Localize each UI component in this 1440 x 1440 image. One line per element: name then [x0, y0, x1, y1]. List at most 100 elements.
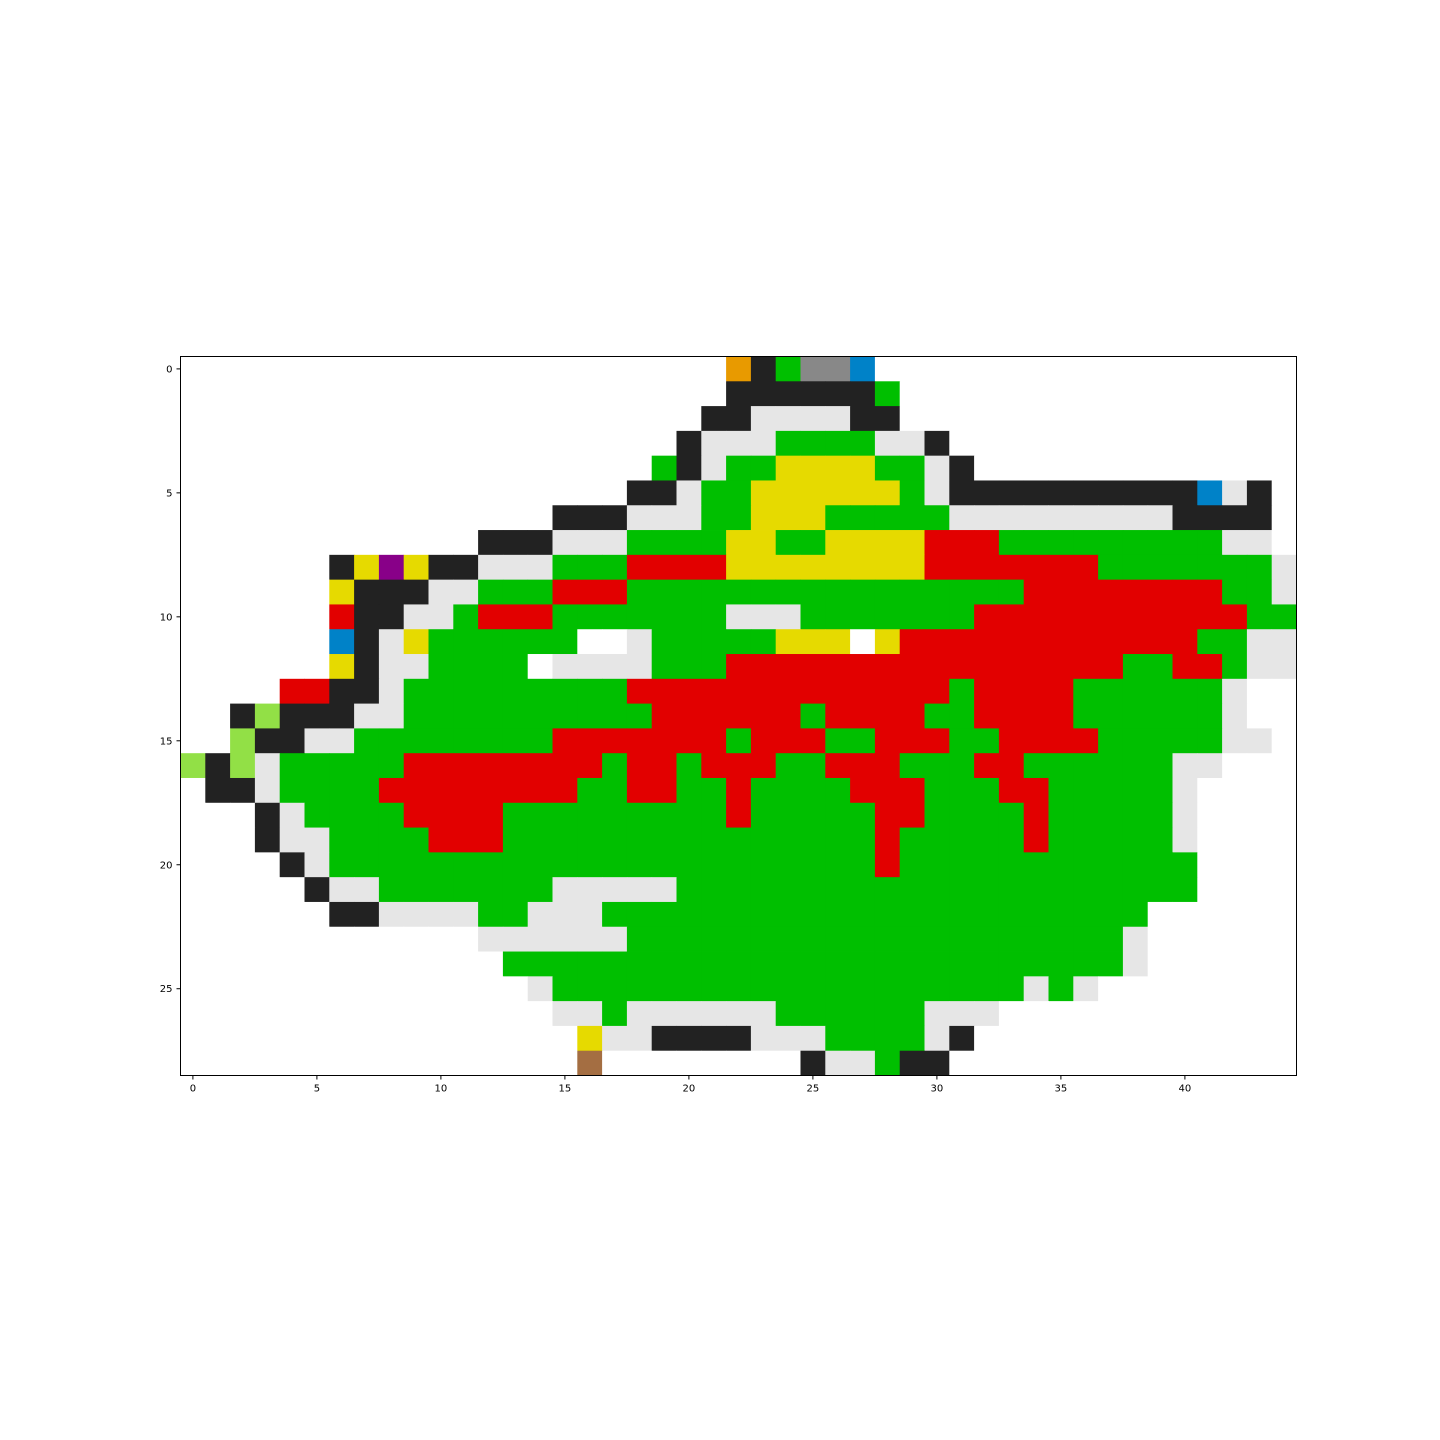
- cell-r22-c7: [354, 901, 380, 928]
- cell-r11-c38: [1122, 629, 1149, 655]
- cell-r23-c17: [602, 926, 628, 952]
- cell-r21-c26: [825, 877, 851, 903]
- cell-r8-c21: [701, 554, 727, 581]
- cell-r27-c2: [230, 1025, 256, 1052]
- cell-r13-c16: [577, 678, 603, 704]
- cell-r1-c2: [230, 381, 256, 407]
- cell-r25-c27: [850, 976, 876, 1002]
- cell-r16-c5: [304, 753, 330, 779]
- cell-r2-c17: [602, 406, 628, 432]
- cell-r1-c9: [403, 381, 429, 407]
- cell-r24-c19: [651, 951, 677, 977]
- y-axis: 0 5 10 15 20 25: [160, 364, 181, 995]
- cell-r17-c10: [428, 777, 454, 804]
- cell-r4-c30: [924, 455, 950, 481]
- cell-r27-c5: [304, 1025, 330, 1052]
- cell-r13-c37: [1098, 678, 1124, 704]
- cell-r22-c14: [527, 901, 553, 928]
- cell-r20-c20: [676, 852, 702, 878]
- cell-r0-c21: [701, 356, 727, 382]
- cell-r8-c32: [974, 554, 1000, 581]
- cell-r22-c21: [701, 901, 727, 928]
- cell-r1-c30: [924, 381, 950, 407]
- cell-r14-c30: [924, 703, 950, 729]
- cell-r11-c23: [750, 629, 777, 655]
- cell-r3-c3: [254, 430, 281, 457]
- cell-r26-c9: [403, 1001, 429, 1027]
- cell-r10-c31: [949, 604, 975, 630]
- cell-r9-c15: [552, 579, 578, 605]
- cell-r24-c33: [998, 951, 1025, 977]
- cell-r2-c19: [651, 406, 677, 432]
- cell-r1-c14: [527, 381, 553, 407]
- cell-r4-c8: [378, 455, 405, 481]
- cell-r2-c36: [1073, 406, 1099, 432]
- cell-r20-c38: [1122, 852, 1149, 878]
- cell-r8-c37: [1098, 554, 1124, 581]
- cell-r5-c44: [1271, 480, 1297, 506]
- cell-r20-c29: [899, 852, 925, 878]
- cell-r6-c42: [1222, 505, 1248, 531]
- cell-r28-c39: [1147, 1050, 1173, 1076]
- cell-r25-c42: [1222, 976, 1248, 1002]
- cell-r7-c39: [1147, 530, 1173, 556]
- cell-r3-c43: [1246, 430, 1273, 457]
- cell-r10-c15: [552, 604, 578, 630]
- cell-r15-c9: [403, 728, 429, 754]
- cell-r15-c29: [899, 728, 925, 754]
- cell-r15-c26: [825, 728, 851, 754]
- cell-r23-c10: [428, 926, 454, 952]
- cell-r8-c36: [1073, 554, 1099, 581]
- cell-r28-c1: [205, 1050, 231, 1076]
- cell-r0-c3: [254, 356, 281, 382]
- cell-r16-c18: [626, 753, 653, 779]
- cell-r20-c27: [850, 852, 876, 878]
- cell-r18-c39: [1147, 802, 1173, 828]
- x-tick-label: 35: [1055, 1084, 1068, 1095]
- cell-r5-c8: [378, 480, 405, 506]
- cell-r7-c21: [701, 530, 727, 556]
- cell-r21-c21: [701, 877, 727, 903]
- cell-r7-c9: [403, 530, 429, 556]
- cell-r22-c8: [378, 901, 405, 928]
- cell-r6-c25: [800, 505, 826, 531]
- cell-r18-c11: [453, 802, 479, 828]
- cell-r14-c5: [304, 703, 330, 729]
- cell-r16-c9: [403, 753, 429, 779]
- cell-r20-c5: [304, 852, 330, 878]
- cell-r21-c24: [775, 877, 801, 903]
- cell-r16-c29: [899, 753, 925, 779]
- cell-r12-c9: [403, 654, 429, 680]
- cell-r10-c25: [800, 604, 826, 630]
- cell-r17-c13: [502, 777, 529, 804]
- cell-r25-c29: [899, 976, 925, 1002]
- cell-r6-c9: [403, 505, 429, 531]
- cell-r6-c18: [626, 505, 653, 531]
- cell-r19-c16: [577, 827, 603, 853]
- cell-r11-c33: [998, 629, 1025, 655]
- cell-r4-c6: [329, 455, 355, 481]
- cell-r21-c17: [602, 877, 628, 903]
- cell-r4-c44: [1271, 455, 1297, 481]
- cell-r14-c8: [378, 703, 405, 729]
- cell-r26-c21: [701, 1001, 727, 1027]
- cell-r15-c18: [626, 728, 653, 754]
- cell-r14-c41: [1197, 703, 1223, 729]
- cell-r4-c22: [726, 455, 752, 481]
- cell-r23-c37: [1098, 926, 1124, 952]
- cell-r20-c35: [1048, 852, 1074, 878]
- cell-r23-c6: [329, 926, 355, 952]
- cell-r13-c36: [1073, 678, 1099, 704]
- cell-r27-c8: [378, 1025, 405, 1052]
- y-tick-label: 15: [160, 736, 173, 747]
- cell-r23-c8: [378, 926, 405, 952]
- cell-r1-c25: [800, 381, 826, 407]
- cell-r17-c37: [1098, 777, 1124, 804]
- cell-r3-c34: [1023, 430, 1049, 457]
- x-tick-label: 15: [559, 1084, 572, 1095]
- cell-r4-c2: [230, 455, 256, 481]
- cell-r12-c15: [552, 654, 578, 680]
- cell-r18-c41: [1197, 802, 1223, 828]
- cell-r10-c44: [1271, 604, 1297, 630]
- cell-r25-c12: [478, 976, 504, 1002]
